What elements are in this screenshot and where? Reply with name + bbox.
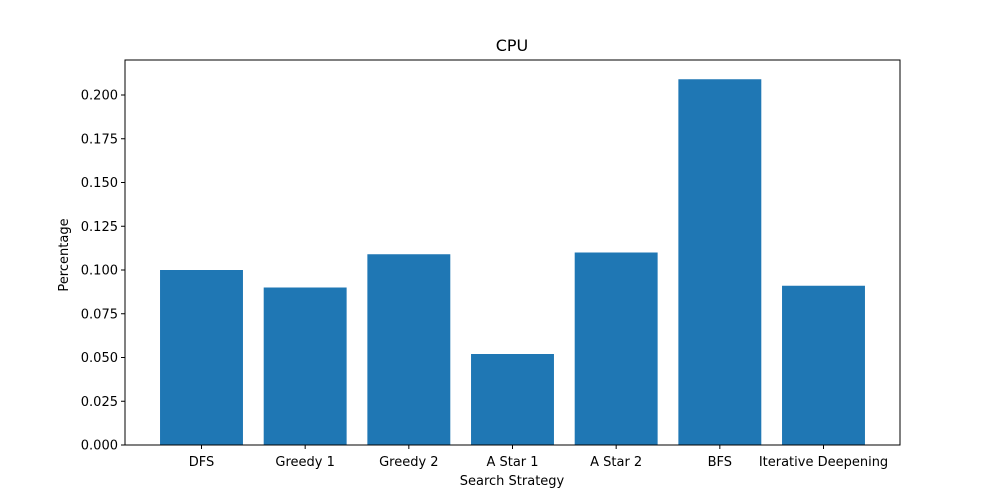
bar-bfs [678,79,762,445]
y-tick-label: 0.125 [81,220,118,235]
bar-a-star-2 [574,252,658,445]
x-tick-label: A Star 2 [590,455,642,470]
x-tick-label: Greedy 2 [379,455,438,470]
y-tick-label: 0.000 [81,439,118,454]
y-tick-label: 0.175 [81,132,118,147]
y-tick-label: 0.075 [81,307,118,322]
bar-iterative-deepening [782,285,865,445]
bar-a-star-1 [471,354,554,445]
x-axis: DFS Greedy 1 Greedy 2 A Star 1 A Star 2 BFS It… [189,445,888,470]
bar-dfs [160,270,243,445]
bars-group [160,79,865,445]
y-tick-label: 0.100 [81,264,118,279]
x-tick-label: Iterative Deepening [759,455,888,470]
y-axis-title: Percentage [57,218,72,291]
chart-title: CPU [496,36,529,55]
bar-greedy-1 [263,287,347,445]
x-tick-label: Greedy 1 [275,455,334,470]
y-axis: 0.000 0.025 0.050 0.075 0.100 0.125 0.150 0.175… [81,89,125,454]
bar-greedy-2 [367,254,451,445]
y-tick-label: 0.025 [81,395,118,410]
y-tick-label: 0.150 [81,176,118,191]
y-tick-label: 0.050 [81,351,118,366]
x-tick-label: DFS [189,455,215,470]
plot-frame [124,59,901,446]
x-tick-label: BFS [708,455,732,470]
x-axis-title: Search Strategy [460,474,565,489]
y-tick-label: 0.200 [81,89,118,104]
x-tick-label: A Star 1 [486,455,538,470]
